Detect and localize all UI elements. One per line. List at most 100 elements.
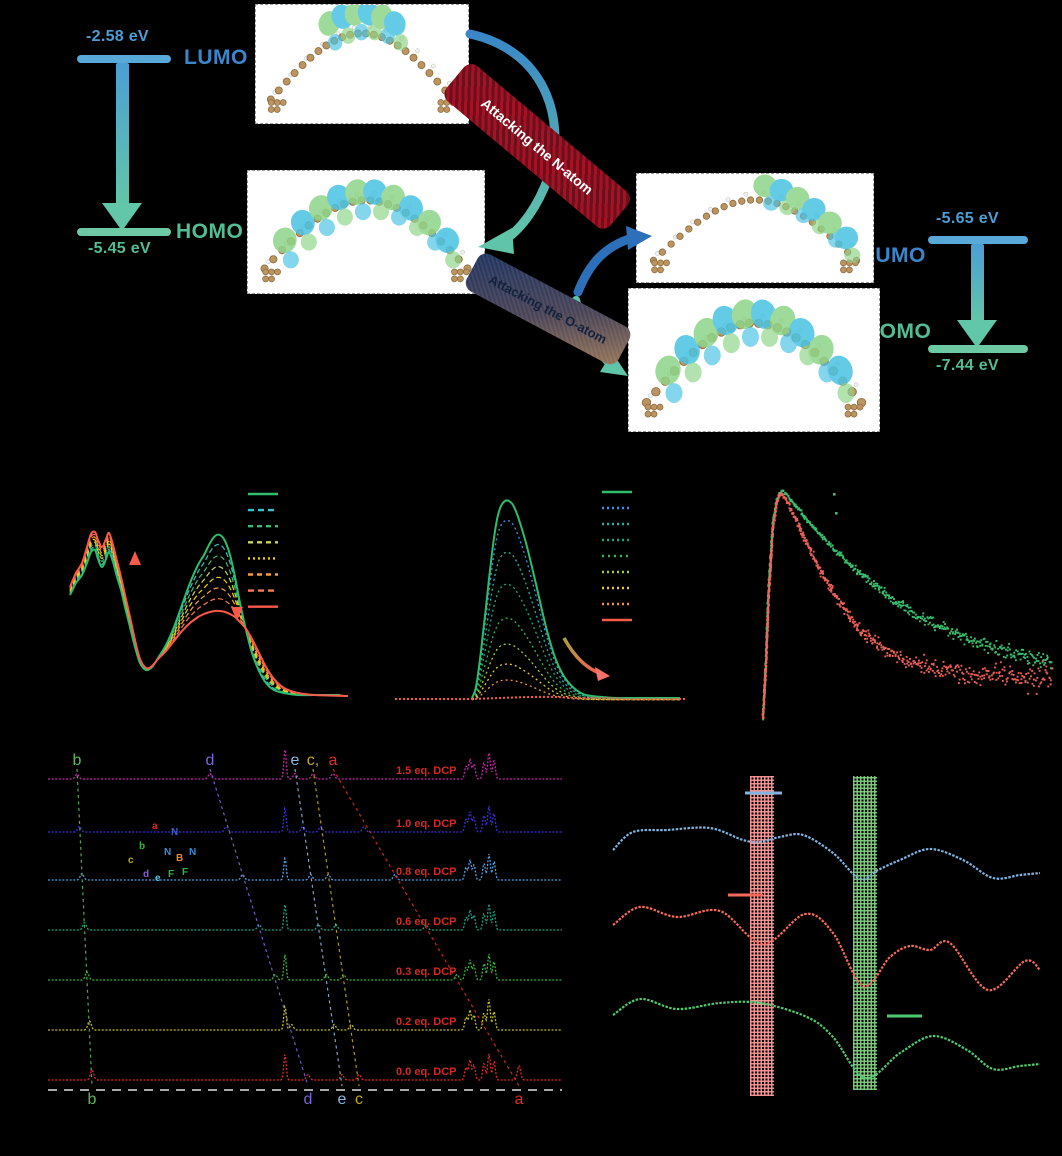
nmr-peak-letter-bottom: b xyxy=(88,1091,97,1108)
structure-atom-label: N xyxy=(189,847,196,858)
intermediate-emission xyxy=(471,643,680,701)
intermediate-curve xyxy=(69,541,344,697)
nmr-peak-letter-bottom: a xyxy=(515,1091,524,1108)
nmr-trace xyxy=(48,1053,562,1081)
nmr-trace xyxy=(48,903,562,931)
panel-nmr-titration: 1.5 eq. DCP 1.0 eq. DCP 0.8 eq. DCP 0.6 eq.… xyxy=(40,745,570,1120)
structure-atom-label: B xyxy=(176,853,183,864)
structure-atom-label: c xyxy=(128,855,134,866)
nmr-trace xyxy=(48,953,562,981)
nmr-trace xyxy=(48,749,562,780)
quenched-emission xyxy=(395,695,685,701)
intermediate-curve xyxy=(69,543,343,696)
trend-arrowhead-icon xyxy=(129,551,141,565)
left-lumo-energy-value: -2.58 eV xyxy=(86,28,149,45)
nmr-stack-chart: 1.5 eq. DCP 1.0 eq. DCP 0.8 eq. DCP 0.6 eq.… xyxy=(48,749,562,1108)
peak-shift-guide-line xyxy=(332,768,520,1087)
nmr-peak-letter-top: a xyxy=(329,752,338,769)
nmr-peak-letter-bottom: e xyxy=(338,1091,347,1108)
green-highlight-band xyxy=(853,776,877,1090)
nmr-peak-letter-top: d xyxy=(206,752,215,769)
molecule-orbital-rendering xyxy=(649,174,861,274)
orbital-lobes xyxy=(655,299,855,403)
emission-chart xyxy=(395,490,685,701)
decay-scatter-fast_decay xyxy=(761,491,1053,720)
structure-atom-label: a xyxy=(152,821,158,832)
overlay-spectra-chart xyxy=(612,791,1041,1080)
trend-arrowhead-icon xyxy=(231,607,243,621)
orbital-image-adduct-lumo xyxy=(636,173,874,283)
right-lumo-label: LUMO xyxy=(862,244,926,267)
nmr-eq-label: 1.5 eq. DCP xyxy=(396,765,457,777)
intermediate-curve xyxy=(69,536,346,697)
panel-emission-titration xyxy=(380,455,692,740)
nmr-eq-label: 0.8 eq. DCP xyxy=(396,866,457,878)
legend-swatches xyxy=(602,490,632,622)
panel-lifetime-decay xyxy=(710,450,1062,740)
decay-chart xyxy=(761,489,1054,721)
left-energy-gap-arrow-shaft xyxy=(116,63,129,205)
intermediate-emission xyxy=(471,679,680,701)
orbital-lobes xyxy=(272,179,462,269)
peak-shift-guide-line xyxy=(294,768,343,1087)
intermediate-emission xyxy=(471,663,680,701)
nmr-peak-letter-bottom: d xyxy=(304,1091,313,1108)
start-spectrum xyxy=(69,533,340,697)
structure-atom-label: b xyxy=(139,841,145,852)
nmr-peak-letter-top: b xyxy=(73,752,82,769)
orbital-lobes xyxy=(318,5,409,51)
blue_trace xyxy=(612,826,1041,881)
left-lumo-level-bar xyxy=(77,55,171,63)
pink-highlight-band xyxy=(750,776,774,1096)
structure-atom-label: F xyxy=(182,867,188,878)
nmr-peak-letter-top: c, xyxy=(307,752,319,769)
molecule-orbital-rendering xyxy=(641,299,867,418)
nmr-eq-label: 0.3 eq. DCP xyxy=(396,966,457,978)
nmr-peak-letter-bottom: c xyxy=(355,1091,363,1108)
uvvis-chart xyxy=(69,492,349,697)
molecule-orbital-rendering xyxy=(266,5,458,113)
right-homo-label: HOMO xyxy=(864,320,932,343)
molecule-orbital-rendering xyxy=(260,179,472,283)
orbital-image-probe-homo xyxy=(247,170,485,294)
nmr-eq-label: 1.0 eq. DCP xyxy=(396,818,457,830)
legend-swatches xyxy=(248,492,278,608)
structure-atom-label: N xyxy=(171,827,178,838)
nmr-trace xyxy=(48,999,562,1031)
right-lumo-energy-value: -5.65 eV xyxy=(936,210,999,227)
arc-arrowhead-teal-icon xyxy=(478,228,514,254)
green_trace xyxy=(612,997,1041,1080)
intermediate-curve xyxy=(69,538,345,697)
red_trace xyxy=(612,905,1041,992)
nmr-trace xyxy=(48,853,562,881)
panel-uvvis-titration xyxy=(40,455,350,740)
intermediate-emission xyxy=(471,617,680,700)
left-energy-gap-arrowhead-icon xyxy=(102,203,142,231)
nmr-eq-label: 0.6 eq. DCP xyxy=(396,916,457,928)
arc-arrowhead-teal2-icon xyxy=(600,352,628,376)
right-lumo-level-bar xyxy=(928,236,1028,244)
orbital-image-adduct-homo xyxy=(628,288,880,432)
quench-arrowhead-icon xyxy=(595,667,610,681)
panel-spectra-overlay xyxy=(600,758,1062,1100)
intermediate-emission xyxy=(471,583,680,700)
intermediate-emission xyxy=(471,551,680,700)
intermediate-curve xyxy=(69,543,342,696)
intermediate-emission xyxy=(471,519,680,699)
peak-shift-guide-line xyxy=(209,768,309,1087)
nmr-trace xyxy=(48,805,562,833)
arc-arrow-to-adduct-lumo xyxy=(573,233,637,297)
peak-shift-guide-line xyxy=(76,768,93,1087)
left-lumo-label: LUMO xyxy=(184,46,248,69)
arc-arrowhead-blue-icon xyxy=(626,226,652,250)
left-homo-level-bar xyxy=(77,228,171,236)
right-homo-level-bar xyxy=(928,345,1028,353)
nmr-eq-label: 0.2 eq. DCP xyxy=(396,1016,457,1028)
end-spectrum xyxy=(69,530,349,697)
right-homo-energy-value: -7.44 eV xyxy=(936,357,999,374)
peak-shift-guide-line xyxy=(312,768,360,1087)
orbital-image-probe-lumo xyxy=(255,4,469,124)
start-emission xyxy=(471,499,680,700)
nmr-eq-label: 0.0 eq. DCP xyxy=(396,1066,457,1078)
